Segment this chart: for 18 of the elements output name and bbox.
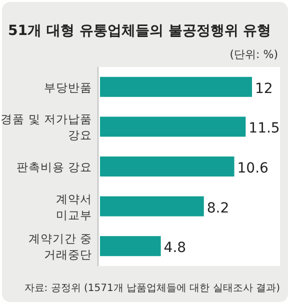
chart-subtitle: (단위: %) (230, 48, 278, 61)
bar (100, 156, 234, 176)
chart-title: 51개 대형 유통업체들의 불공정행위 유형 (8, 23, 272, 39)
bar (100, 236, 161, 256)
bar (100, 76, 252, 97)
y-tick-label: 판촉비용 강요 (16, 160, 92, 174)
y-tick-label: 경품 및 저가납품 강요 (0, 112, 92, 142)
data-label: 12 (255, 80, 273, 97)
data-label: 8.2 (206, 200, 230, 216)
data-label: 10.6 (237, 160, 269, 176)
data-label: 11.5 (248, 120, 280, 137)
text: 자료: 공정위 (1571개 납품업체들에 대한 실태조사 결과) (24, 283, 280, 294)
y-tick-label: 계약서 미교부 (56, 192, 92, 222)
y-tick-label: 부당반품 (44, 80, 92, 94)
data-label: 4.8 (164, 240, 186, 256)
bar (100, 116, 246, 137)
bar (100, 196, 204, 216)
y-tick-label: 계약기간 중 거래중단 (28, 232, 92, 262)
